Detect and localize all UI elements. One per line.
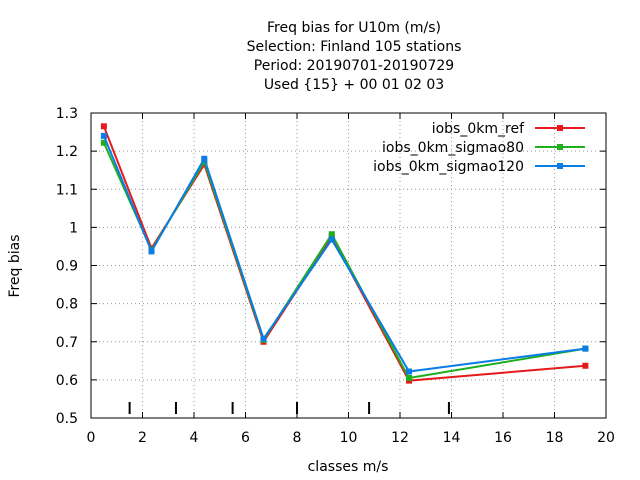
data-point xyxy=(100,132,107,139)
data-point xyxy=(260,335,267,342)
x-tick-label: 2 xyxy=(138,430,147,446)
chart-title: Freq bias for U10m (m/s) Selection: Finla… xyxy=(247,20,462,93)
x-tick-label: 20 xyxy=(597,430,615,446)
y-tick-label: 0.9 xyxy=(56,259,78,275)
x-tick-label: 10 xyxy=(340,430,358,446)
title-line-2: Selection: Finland 105 stations xyxy=(247,39,462,55)
data-point xyxy=(201,155,208,162)
legend-marker xyxy=(557,125,563,131)
data-point xyxy=(328,236,335,243)
y-tick-label: 0.7 xyxy=(56,335,78,351)
data-point xyxy=(406,368,413,375)
data-point xyxy=(148,248,155,255)
series-iobs_0km_sigmao120 xyxy=(100,132,589,375)
y-axis-label: Freq bias xyxy=(7,234,23,297)
data-point xyxy=(100,123,107,130)
class-boundary-marks xyxy=(128,402,450,414)
title-line-3: Period: 20190701-20190729 xyxy=(254,58,454,74)
y-tick-label: 1 xyxy=(69,220,78,236)
legend-marker xyxy=(557,163,563,169)
data-point xyxy=(100,139,107,146)
legend-item: iobs_0km_sigmao120 xyxy=(373,159,585,175)
y-axis-ticks: 0.5 0.6 0.7 0.8 0.9 1 1.1 1.2 1.3 xyxy=(56,106,606,427)
x-tick-label: 8 xyxy=(293,430,302,446)
legend-label: iobs_0km_ref xyxy=(432,121,525,137)
x-tick-label: 0 xyxy=(87,430,96,446)
title-line-1: Freq bias for U10m (m/s) xyxy=(267,20,441,36)
x-tick-label: 16 xyxy=(494,430,512,446)
x-axis-label: classes m/s xyxy=(308,459,389,475)
y-tick-label: 1.2 xyxy=(56,144,78,160)
legend-label: iobs_0km_sigmao80 xyxy=(382,140,524,156)
data-point xyxy=(406,374,413,381)
legend: iobs_0km_ref iobs_0km_sigmao80 iobs_0km_si… xyxy=(373,121,585,175)
title-line-4: Used {15} + 00 01 02 03 xyxy=(264,77,444,93)
x-axis-ticks: 0 2 4 6 8 10 12 14 16 18 20 xyxy=(87,113,615,446)
data-point xyxy=(582,345,589,352)
y-tick-label: 1.1 xyxy=(56,182,78,198)
x-tick-label: 12 xyxy=(391,430,409,446)
y-tick-label: 1.3 xyxy=(56,106,78,122)
y-tick-label: 0.6 xyxy=(56,373,78,389)
legend-label: iobs_0km_sigmao120 xyxy=(373,159,524,175)
x-tick-label: 4 xyxy=(190,430,199,446)
y-tick-label: 0.5 xyxy=(56,411,78,427)
data-point xyxy=(582,362,589,369)
legend-item: iobs_0km_sigmao80 xyxy=(382,140,585,156)
x-tick-label: 14 xyxy=(443,430,461,446)
x-tick-label: 6 xyxy=(241,430,250,446)
legend-marker xyxy=(557,144,563,150)
x-tick-label: 18 xyxy=(546,430,564,446)
y-tick-label: 0.8 xyxy=(56,297,78,313)
legend-item: iobs_0km_ref xyxy=(432,121,585,137)
data-point xyxy=(328,231,335,238)
series-lines xyxy=(100,123,589,384)
